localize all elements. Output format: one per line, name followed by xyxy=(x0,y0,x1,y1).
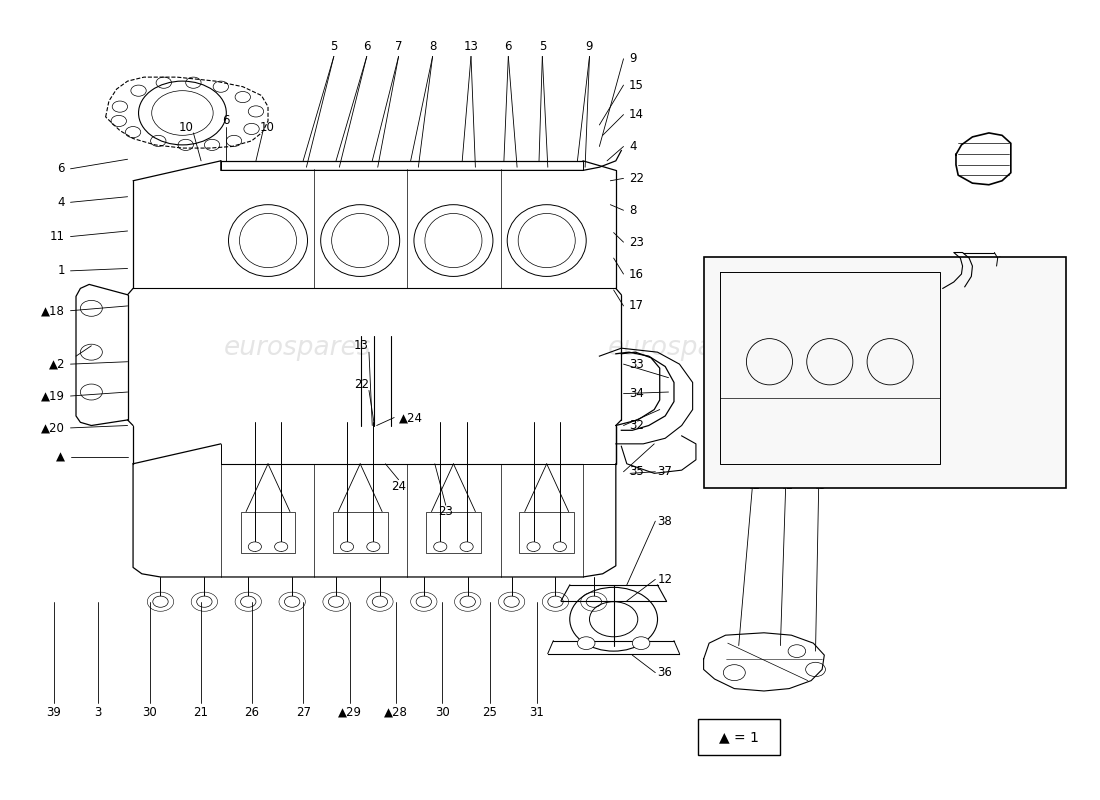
Text: 6: 6 xyxy=(57,162,65,175)
Text: 6: 6 xyxy=(363,40,371,54)
Bar xyxy=(241,512,296,553)
Circle shape xyxy=(460,542,473,551)
Circle shape xyxy=(586,596,602,607)
Text: 24: 24 xyxy=(392,479,406,493)
Text: 10: 10 xyxy=(178,121,194,134)
Circle shape xyxy=(578,637,595,650)
Circle shape xyxy=(249,542,262,551)
Text: 7: 7 xyxy=(395,40,403,54)
Text: 35: 35 xyxy=(629,466,644,478)
Text: 40: 40 xyxy=(1025,342,1041,354)
Text: ▲ = 1: ▲ = 1 xyxy=(719,730,759,744)
Text: 14: 14 xyxy=(629,108,644,121)
Circle shape xyxy=(275,542,288,551)
Text: 34: 34 xyxy=(629,387,644,400)
Text: 5: 5 xyxy=(330,40,338,54)
Text: 15: 15 xyxy=(629,78,644,91)
Bar xyxy=(704,257,1066,488)
Text: 25: 25 xyxy=(482,706,497,719)
Text: ▲20: ▲20 xyxy=(41,422,65,434)
Text: 16: 16 xyxy=(629,267,644,281)
Text: ▲19: ▲19 xyxy=(41,390,65,402)
Text: 13: 13 xyxy=(354,339,368,352)
Circle shape xyxy=(340,542,353,551)
Circle shape xyxy=(433,542,447,551)
Text: 23: 23 xyxy=(629,236,644,249)
Text: 26: 26 xyxy=(244,706,260,719)
Text: eurospares: eurospares xyxy=(224,335,372,361)
Bar xyxy=(698,719,780,754)
Text: 3: 3 xyxy=(95,706,101,719)
Text: 30: 30 xyxy=(436,706,450,719)
Text: 6: 6 xyxy=(222,114,230,127)
Text: eurospares: eurospares xyxy=(608,335,756,361)
Circle shape xyxy=(527,542,540,551)
Text: 22: 22 xyxy=(354,378,368,390)
Text: ▲2: ▲2 xyxy=(48,358,65,370)
Bar xyxy=(332,512,387,553)
Text: 21: 21 xyxy=(194,706,209,719)
Text: ▲29: ▲29 xyxy=(339,706,362,719)
Text: ▲: ▲ xyxy=(56,451,65,464)
Circle shape xyxy=(153,596,168,607)
Text: 13: 13 xyxy=(463,40,478,54)
Text: 32: 32 xyxy=(629,419,644,432)
Circle shape xyxy=(329,596,343,607)
Text: 38: 38 xyxy=(658,514,672,528)
Circle shape xyxy=(460,596,475,607)
Bar xyxy=(426,512,481,553)
Text: 11: 11 xyxy=(50,230,65,243)
Text: ▲28: ▲28 xyxy=(385,706,408,719)
Text: 33: 33 xyxy=(629,358,644,370)
Text: 6: 6 xyxy=(505,40,513,54)
Circle shape xyxy=(416,596,431,607)
Text: 9: 9 xyxy=(585,40,593,54)
Text: 41: 41 xyxy=(779,479,793,492)
Text: 27: 27 xyxy=(296,706,310,719)
Text: 4: 4 xyxy=(629,140,637,153)
Text: 23: 23 xyxy=(438,505,453,518)
Circle shape xyxy=(285,596,300,607)
Circle shape xyxy=(372,596,387,607)
Circle shape xyxy=(632,637,650,650)
Text: 9: 9 xyxy=(629,52,637,66)
Text: 8: 8 xyxy=(429,40,437,54)
Circle shape xyxy=(548,596,563,607)
Circle shape xyxy=(553,542,566,551)
Text: ▲18: ▲18 xyxy=(41,304,65,318)
Circle shape xyxy=(197,596,212,607)
Text: ▲24: ▲24 xyxy=(398,411,422,424)
Circle shape xyxy=(366,542,379,551)
Text: 4: 4 xyxy=(57,196,65,209)
Text: 43: 43 xyxy=(812,479,826,492)
Bar xyxy=(519,512,574,553)
Text: 31: 31 xyxy=(529,706,544,719)
Circle shape xyxy=(504,596,519,607)
Text: 8: 8 xyxy=(629,204,637,217)
Text: 5: 5 xyxy=(539,40,546,54)
Text: 36: 36 xyxy=(658,666,672,679)
Text: 12: 12 xyxy=(658,573,672,586)
Text: 39: 39 xyxy=(46,706,62,719)
Text: 1: 1 xyxy=(57,264,65,278)
Text: 30: 30 xyxy=(142,706,157,719)
Text: 10: 10 xyxy=(260,121,274,134)
Circle shape xyxy=(241,596,256,607)
Text: 37: 37 xyxy=(658,466,672,478)
Text: 17: 17 xyxy=(629,299,644,313)
Text: 42: 42 xyxy=(746,479,760,492)
Text: 22: 22 xyxy=(629,172,644,185)
